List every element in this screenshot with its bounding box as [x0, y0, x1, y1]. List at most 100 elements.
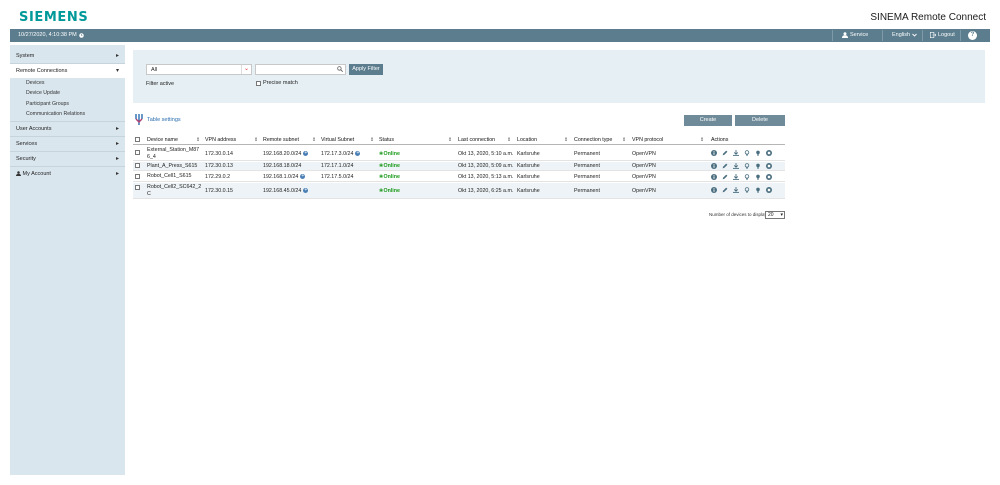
precise-match-checkbox[interactable]: [256, 80, 261, 86]
app-title: SINEMA Remote Connect: [870, 12, 986, 23]
sidebar-subitem-participant-groups[interactable]: Participant Groups: [26, 101, 69, 107]
datetime-display: 10/27/2020, 4:10:38 PM: [18, 32, 84, 38]
language-selector[interactable]: English: [892, 32, 917, 38]
online-leaf-icon: ❀: [379, 188, 384, 194]
sort-icon[interactable]: ⇕: [448, 137, 453, 143]
plus-icon[interactable]: +: [300, 173, 306, 180]
device-name[interactable]: External_Station_M87: [147, 147, 200, 153]
remote-subnet: 192.168.18.0/24: [263, 163, 302, 169]
column-header-last-connection[interactable]: Last connection: [458, 137, 496, 143]
table-row[interactable]: Plant_A_Press_S615 172.30.0.13 192.168.1…: [133, 162, 785, 171]
row-checkbox[interactable]: [135, 174, 140, 179]
user-menu[interactable]: Service: [842, 32, 868, 38]
filter-select[interactable]: All ⌄: [146, 64, 252, 75]
download-icon[interactable]: [733, 163, 739, 169]
divider: [10, 166, 125, 167]
edit-icon[interactable]: [722, 150, 728, 156]
download-icon[interactable]: [733, 187, 739, 193]
info-icon[interactable]: [711, 174, 717, 180]
lightbulb-icon[interactable]: [744, 174, 750, 180]
create-button[interactable]: Create: [684, 115, 732, 126]
sort-icon[interactable]: ⇕: [564, 137, 569, 143]
search-icon: [337, 66, 343, 72]
column-header-connection-type[interactable]: Connection type: [574, 137, 613, 143]
column-header-device-name[interactable]: Device name: [147, 137, 178, 143]
column-header-virtual-subnet[interactable]: Virtual Subnet: [321, 137, 355, 143]
remote-subnet: 192.168.20.0/24 +: [263, 150, 309, 157]
filter-panel: [133, 50, 985, 103]
last-connection: Okt 13, 2020, 6:25 a.m.: [458, 188, 514, 194]
user-icon: [16, 171, 21, 177]
device-name-cont[interactable]: 6_4: [147, 154, 156, 160]
stop-icon[interactable]: [766, 187, 772, 193]
separator: [882, 30, 883, 41]
info-icon[interactable]: [711, 150, 717, 156]
page-size-select[interactable]: 20 ▾: [765, 211, 785, 219]
row-checkbox[interactable]: [135, 163, 140, 168]
device-name[interactable]: Plant_A_Press_S615: [147, 163, 198, 169]
sort-icon[interactable]: ⇕: [622, 137, 627, 143]
sidebar-item-my-account[interactable]: My Account ▸: [10, 167, 125, 181]
lightbulb-icon[interactable]: [755, 187, 761, 193]
sidebar-subitem-communication-relations[interactable]: Communication Relations: [26, 111, 86, 117]
device-name[interactable]: Robot_Cell2_SC642_2: [147, 184, 202, 190]
help-button[interactable]: ?: [968, 31, 977, 40]
sort-icon[interactable]: ⇕: [196, 137, 201, 143]
logout-button[interactable]: Logout: [930, 32, 955, 38]
stop-icon[interactable]: [766, 174, 772, 180]
sidebar-item-system[interactable]: System ▸: [10, 49, 125, 63]
connection-type: Permanent: [574, 188, 600, 194]
table-row[interactable]: Robot_Cell2_SC642_2 C 172.30.0.15 192.16…: [133, 183, 785, 199]
lightbulb-icon[interactable]: [755, 150, 761, 156]
column-header-location[interactable]: Location: [517, 137, 538, 143]
edit-icon[interactable]: [722, 187, 728, 193]
row-checkbox[interactable]: [135, 150, 140, 155]
lightbulb-icon[interactable]: [755, 174, 761, 180]
column-header-vpn-address[interactable]: VPN address: [205, 137, 237, 143]
delete-button[interactable]: Delete: [735, 115, 785, 126]
precise-match-option[interactable]: Precise match: [256, 80, 298, 86]
table-row[interactable]: Robot_Cell1_S615 172.29.0.2 192.168.1.0/…: [133, 172, 785, 182]
divider: [10, 121, 125, 122]
edit-icon[interactable]: [722, 163, 728, 169]
sidebar-subitem-devices[interactable]: Devices: [26, 80, 45, 86]
plus-icon[interactable]: +: [303, 187, 309, 194]
plus-icon[interactable]: +: [355, 150, 361, 157]
last-connection: Okt 13, 2020, 5:09 a.m.: [458, 163, 514, 169]
select-all-checkbox[interactable]: [135, 137, 140, 142]
device-name-cont[interactable]: C: [147, 191, 151, 197]
sidebar-subitem-device-update[interactable]: Device Update: [26, 90, 61, 96]
device-name[interactable]: Robot_Cell1_S615: [147, 173, 192, 179]
stop-icon[interactable]: [766, 163, 772, 169]
lightbulb-icon[interactable]: [744, 163, 750, 169]
divider: [10, 151, 125, 152]
column-header-vpn-protocol[interactable]: VPN protocol: [632, 137, 664, 143]
info-icon[interactable]: [711, 163, 717, 169]
edit-icon[interactable]: [722, 174, 728, 180]
sort-icon[interactable]: ⇕: [700, 137, 705, 143]
column-header-status[interactable]: Status: [379, 137, 395, 143]
lightbulb-icon[interactable]: [744, 187, 750, 193]
sort-icon[interactable]: ⇕: [312, 137, 317, 143]
sort-icon[interactable]: ⇕: [370, 137, 375, 143]
search-input[interactable]: [255, 64, 346, 75]
download-icon[interactable]: [733, 174, 739, 180]
stop-icon[interactable]: [766, 150, 772, 156]
download-icon[interactable]: [733, 150, 739, 156]
plus-icon[interactable]: +: [303, 150, 309, 157]
table-settings-link[interactable]: Table settings: [135, 114, 181, 125]
sidebar-item-remote-connections[interactable]: Remote Connections ▾: [10, 64, 125, 78]
apply-filter-button[interactable]: Apply Filter: [349, 64, 383, 75]
status-text: Online: [383, 174, 400, 180]
lightbulb-icon[interactable]: [755, 163, 761, 169]
lightbulb-icon[interactable]: [744, 150, 750, 156]
row-checkbox[interactable]: [135, 185, 140, 190]
sort-icon[interactable]: ⇕: [507, 137, 512, 143]
sidebar-item-user-accounts[interactable]: User Accounts ▸: [10, 122, 125, 136]
sort-icon[interactable]: ⇕: [254, 137, 259, 143]
sidebar-item-security[interactable]: Security ▸: [10, 152, 125, 166]
table-row[interactable]: External_Station_M87 6_4 172.30.0.14 192…: [133, 146, 785, 161]
info-icon[interactable]: [711, 187, 717, 193]
column-header-remote-subnet[interactable]: Remote subnet: [263, 137, 299, 143]
sidebar-item-services[interactable]: Services ▸: [10, 137, 125, 151]
